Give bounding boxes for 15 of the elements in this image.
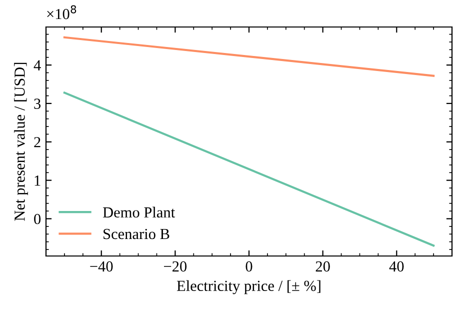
legend-label: Scenario B: [104, 228, 170, 240]
x-axis-title: Electricity price / [± %]: [176, 280, 320, 294]
x-tick-label: −40: [90, 261, 113, 272]
legend-label: Demo Plant: [102, 206, 175, 218]
y-tick-label: 3: [34, 98, 41, 109]
x-tick-label: 20: [316, 261, 330, 272]
text: ×10$^{8}$: [47, 5, 76, 20]
y-axis-title: Net present value / [USD]: [14, 62, 28, 221]
x-tick-label: 0: [246, 261, 252, 272]
x-tick-label: −20: [164, 261, 187, 272]
y-tick-label: 1: [34, 176, 40, 186]
y-tick-label: 2: [34, 137, 40, 148]
y-tick-label: 0: [34, 214, 41, 224]
x-tick-label: 40: [389, 261, 404, 272]
y-tick-label: 4: [34, 60, 41, 70]
